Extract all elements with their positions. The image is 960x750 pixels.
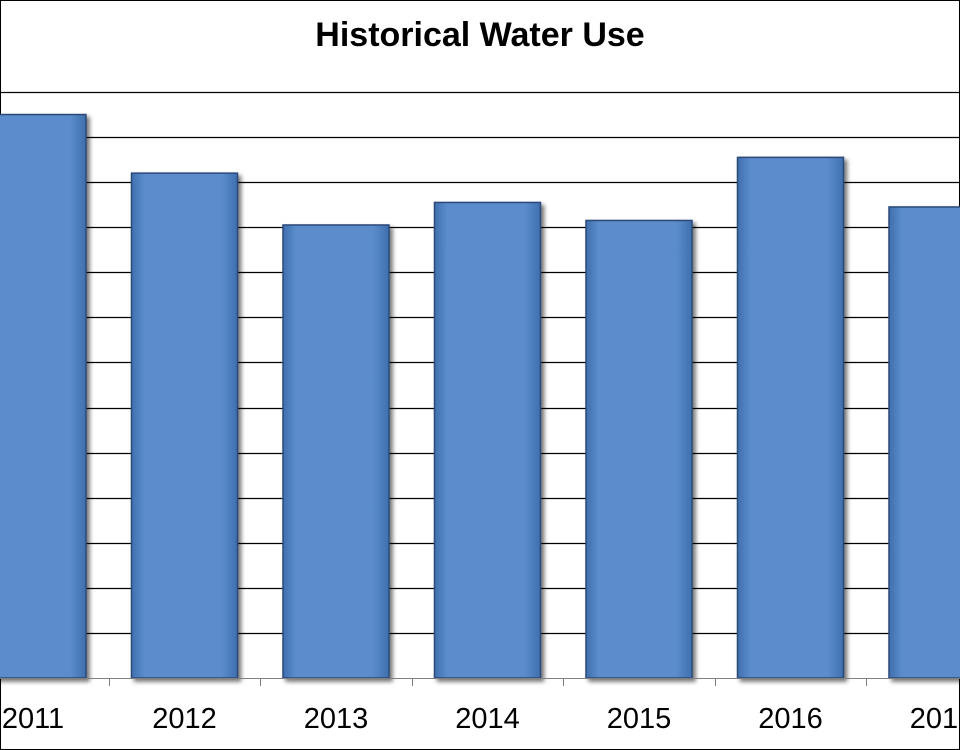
bars: [0, 113, 960, 679]
x-tick-label-2016: 2016: [758, 703, 823, 735]
bar-2013: [282, 224, 390, 679]
x-tick-label-2014: 2014: [455, 703, 520, 735]
bar-2011: [0, 113, 87, 679]
x-tick-label-2012: 2012: [152, 703, 217, 735]
bar-2014: [433, 201, 542, 679]
bar-2017: [888, 206, 960, 679]
chart-title: Historical Water Use: [315, 16, 645, 54]
x-tick-label-2011: 2011: [2, 703, 64, 735]
x-tick-label-2017: 2017: [910, 703, 960, 735]
x-tick-label-2015: 2015: [607, 703, 672, 735]
x-tick-label-2013: 2013: [304, 703, 369, 735]
x-axis: [0, 678, 960, 686]
x-tick-labels: 2011 2012 2013 2014 2015 2016 2017: [2, 703, 960, 735]
bar-2012: [130, 172, 239, 679]
bar-2016: [736, 156, 845, 679]
bar-2015: [585, 219, 693, 679]
